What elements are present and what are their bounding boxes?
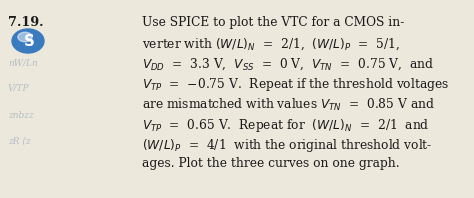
Text: $V_{DD}$  =  3.3 V,  $V_{SS}$  =  0 V,  $V_{TN}$  =  0.75 V,  and: $V_{DD}$ = 3.3 V, $V_{SS}$ = 0 V, $V_{TN…: [142, 56, 434, 72]
Text: are mismatched with values $V_{TN}$  =  0.85 V and: are mismatched with values $V_{TN}$ = 0.…: [142, 97, 435, 113]
Text: ages. Plot the three curves on one graph.: ages. Plot the three curves on one graph…: [142, 157, 400, 170]
Text: zR (z: zR (z: [8, 136, 31, 146]
Text: nW/Ln: nW/Ln: [8, 58, 38, 68]
Text: $V_{TP}$  =  0.65 V.  Repeat for  $(W/L)_N$  =  2/1  and: $V_{TP}$ = 0.65 V. Repeat for $(W/L)_N$ …: [142, 117, 429, 134]
Text: Use SPICE to plot the VTC for a CMOS in-: Use SPICE to plot the VTC for a CMOS in-: [142, 16, 404, 29]
Text: 7.19.: 7.19.: [8, 16, 44, 29]
Text: $V_{TP}$  =  −0.75 V.  Repeat if the threshold voltages: $V_{TP}$ = −0.75 V. Repeat if the thresh…: [142, 76, 449, 93]
Text: verter with $(W/L)_N$  =  2/1,  $(W/L)_P$  =  5/1,: verter with $(W/L)_N$ = 2/1, $(W/L)_P$ =…: [142, 36, 400, 52]
Ellipse shape: [12, 29, 44, 53]
Text: V/TP: V/TP: [8, 84, 29, 92]
Ellipse shape: [18, 32, 32, 42]
Text: $(W/L)_P$  =  4/1  with the original threshold volt-: $(W/L)_P$ = 4/1 with the original thresh…: [142, 137, 432, 154]
Text: znbzz: znbzz: [8, 111, 34, 121]
Text: S: S: [24, 34, 35, 49]
